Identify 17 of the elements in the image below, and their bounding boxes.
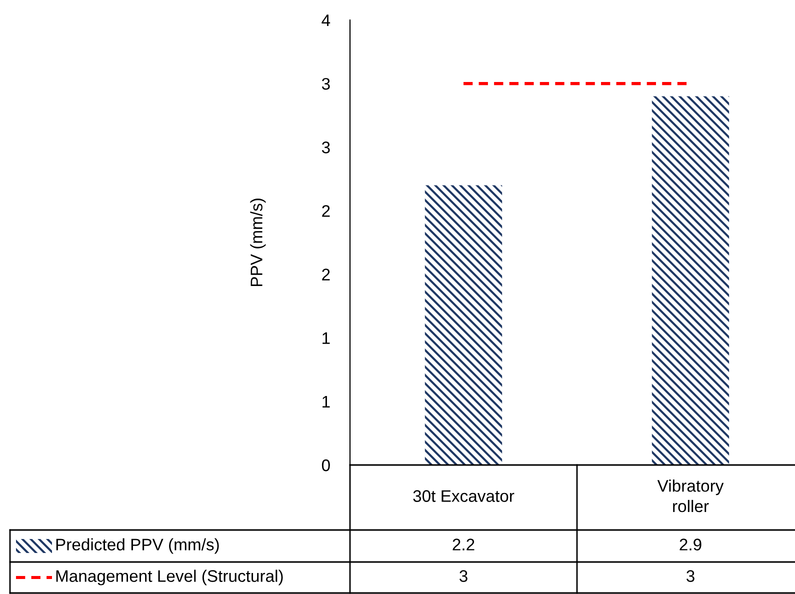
- y-tick-label: 1: [322, 332, 330, 344]
- y-tick-label: 1: [322, 396, 330, 408]
- data-label: 2.2: [452, 538, 474, 550]
- y-tick-label: 3: [322, 142, 330, 154]
- legend-label: Predicted PPV (mm/s): [56, 538, 219, 554]
- y-tick-label: 4: [322, 14, 330, 26]
- y-tick-label: 3: [322, 78, 330, 90]
- data-label: 3: [686, 570, 694, 582]
- x-tick-label: Vibratory roller: [657, 480, 724, 512]
- y-tick-label: 2: [322, 268, 330, 280]
- y-tick-label: 0: [322, 459, 330, 472]
- data-label: 3: [460, 570, 468, 582]
- legend-label: Management Level (Structural): [56, 570, 283, 586]
- y-axis-title: PPV (mm/s): [250, 198, 266, 286]
- data-label: 2.9: [680, 538, 702, 550]
- x-tick-label: 30t Excavator: [413, 490, 514, 502]
- y-tick-label: 2: [322, 205, 330, 217]
